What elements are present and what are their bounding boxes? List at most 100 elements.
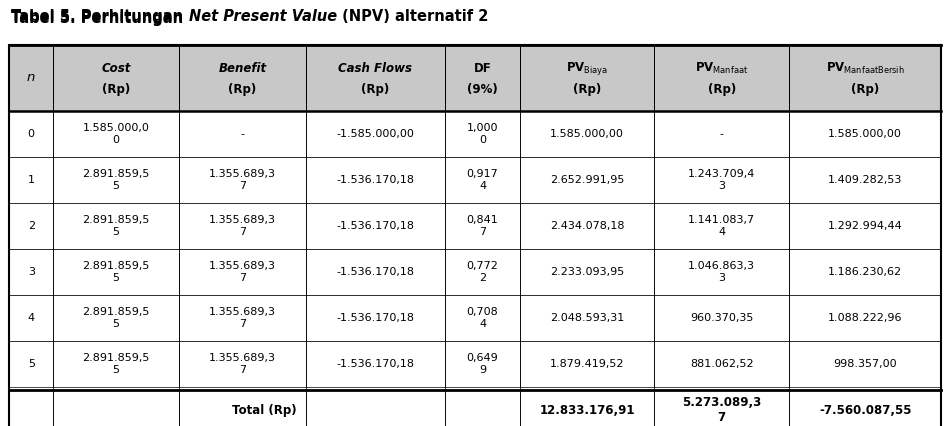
- Text: -7.560.087,55: -7.560.087,55: [819, 404, 911, 417]
- Text: 1.088.222,96: 1.088.222,96: [828, 313, 902, 323]
- Bar: [179, 390, 306, 426]
- Text: (Rp): (Rp): [102, 83, 131, 96]
- Bar: [446, 45, 520, 111]
- Bar: [9, 341, 53, 387]
- Bar: [655, 249, 789, 295]
- Bar: [655, 157, 789, 203]
- Text: (Rp): (Rp): [573, 83, 602, 96]
- Text: 0,772
2: 0,772 2: [466, 261, 499, 282]
- Text: -1.536.170,18: -1.536.170,18: [337, 175, 414, 185]
- Bar: [179, 341, 306, 387]
- Text: 1,000
0: 1,000 0: [467, 123, 499, 144]
- Text: -1.536.170,18: -1.536.170,18: [337, 313, 414, 323]
- Text: 1.879.419,52: 1.879.419,52: [550, 359, 624, 369]
- Text: -: -: [720, 129, 724, 139]
- Bar: [789, 295, 941, 341]
- Bar: [789, 249, 941, 295]
- Bar: [9, 295, 53, 341]
- Text: 4: 4: [27, 313, 35, 323]
- Bar: [789, 111, 941, 157]
- Text: Cash Flows: Cash Flows: [339, 62, 412, 75]
- Text: 1.585.000,0
0: 1.585.000,0 0: [82, 123, 149, 144]
- Text: 1.046.863,3
3: 1.046.863,3 3: [689, 261, 755, 282]
- Text: 5.273.089,3
7: 5.273.089,3 7: [682, 397, 762, 424]
- Text: Tabel 5. Perhitungan: Tabel 5. Perhitungan: [11, 9, 188, 24]
- Text: 1.355.689,3
7: 1.355.689,3 7: [209, 261, 276, 282]
- Text: 1.585.000,00: 1.585.000,00: [829, 129, 902, 139]
- Text: $\mathbf{\mathit{n}}$: $\mathbf{\mathit{n}}$: [26, 71, 36, 84]
- Text: 1.409.282,53: 1.409.282,53: [828, 175, 902, 185]
- Text: PV$_{\mathbf{\mathrm{Manfaat Bersih}}}$: PV$_{\mathbf{\mathrm{Manfaat Bersih}}}$: [826, 61, 904, 76]
- Bar: [306, 203, 446, 249]
- Text: (Rp): (Rp): [228, 83, 256, 96]
- Text: DF: DF: [474, 62, 492, 75]
- Text: 1: 1: [27, 175, 35, 185]
- Bar: [520, 45, 655, 111]
- Text: Total (Rp): Total (Rp): [233, 404, 297, 417]
- Bar: [53, 157, 179, 203]
- Bar: [53, 295, 179, 341]
- Bar: [655, 111, 789, 157]
- Bar: [53, 249, 179, 295]
- Text: (NPV) alternatif 2: (NPV) alternatif 2: [337, 9, 488, 24]
- Text: (Rp): (Rp): [361, 83, 390, 96]
- Bar: [655, 295, 789, 341]
- Text: 960.370,35: 960.370,35: [690, 313, 753, 323]
- Bar: [789, 341, 941, 387]
- Bar: [655, 390, 789, 426]
- Text: 3: 3: [27, 267, 35, 277]
- Bar: [520, 341, 655, 387]
- Bar: [789, 45, 941, 111]
- Text: -: -: [240, 129, 244, 139]
- Bar: [179, 295, 306, 341]
- Text: 1.355.689,3
7: 1.355.689,3 7: [209, 215, 276, 236]
- Bar: [306, 295, 446, 341]
- Bar: [179, 203, 306, 249]
- Bar: [53, 111, 179, 157]
- Bar: [446, 295, 520, 341]
- Bar: [53, 390, 179, 426]
- Text: 2.891.859,5
5: 2.891.859,5 5: [82, 307, 149, 328]
- Text: -1.536.170,18: -1.536.170,18: [337, 267, 414, 277]
- Text: 1.243.709,4
3: 1.243.709,4 3: [688, 169, 756, 190]
- Text: 0,841
7: 0,841 7: [466, 215, 499, 236]
- Bar: [53, 203, 179, 249]
- Text: 2.434.078,18: 2.434.078,18: [550, 221, 624, 231]
- Text: Cost: Cost: [101, 62, 131, 75]
- Text: 2: 2: [27, 221, 35, 231]
- Bar: [9, 157, 53, 203]
- Bar: [306, 157, 446, 203]
- Bar: [306, 111, 446, 157]
- Text: (Rp): (Rp): [708, 83, 736, 96]
- Bar: [9, 390, 53, 426]
- Text: Benefit: Benefit: [219, 62, 267, 75]
- Text: -1.536.170,18: -1.536.170,18: [337, 359, 414, 369]
- Text: 1.355.689,3
7: 1.355.689,3 7: [209, 353, 276, 374]
- Text: 1.186.230,62: 1.186.230,62: [828, 267, 902, 277]
- Text: 0: 0: [27, 129, 35, 139]
- Bar: [520, 111, 655, 157]
- Text: 0,708
4: 0,708 4: [466, 307, 499, 328]
- Text: 998.357,00: 998.357,00: [833, 359, 897, 369]
- Bar: [446, 249, 520, 295]
- Text: 2.048.593,31: 2.048.593,31: [550, 313, 624, 323]
- Text: Net Present Value: Net Present Value: [188, 9, 337, 24]
- Bar: [446, 157, 520, 203]
- Text: 2.652.991,95: 2.652.991,95: [550, 175, 624, 185]
- Text: (9%): (9%): [467, 83, 498, 96]
- Bar: [9, 111, 53, 157]
- Text: 2.891.859,5
5: 2.891.859,5 5: [82, 353, 149, 374]
- Text: 1.292.994,44: 1.292.994,44: [828, 221, 902, 231]
- Text: 0,649
9: 0,649 9: [466, 353, 499, 374]
- Bar: [789, 203, 941, 249]
- Bar: [655, 45, 789, 111]
- Text: 2.891.859,5
5: 2.891.859,5 5: [82, 261, 149, 282]
- Text: -1.536.170,18: -1.536.170,18: [337, 221, 414, 231]
- Text: 0,917
4: 0,917 4: [466, 169, 499, 190]
- Text: -1.585.000,00: -1.585.000,00: [337, 129, 414, 139]
- Bar: [179, 157, 306, 203]
- Text: 1.141.083,7
4: 1.141.083,7 4: [688, 215, 755, 236]
- Bar: [520, 249, 655, 295]
- Text: 1.585.000,00: 1.585.000,00: [551, 129, 624, 139]
- Text: 2.891.859,5
5: 2.891.859,5 5: [82, 169, 149, 190]
